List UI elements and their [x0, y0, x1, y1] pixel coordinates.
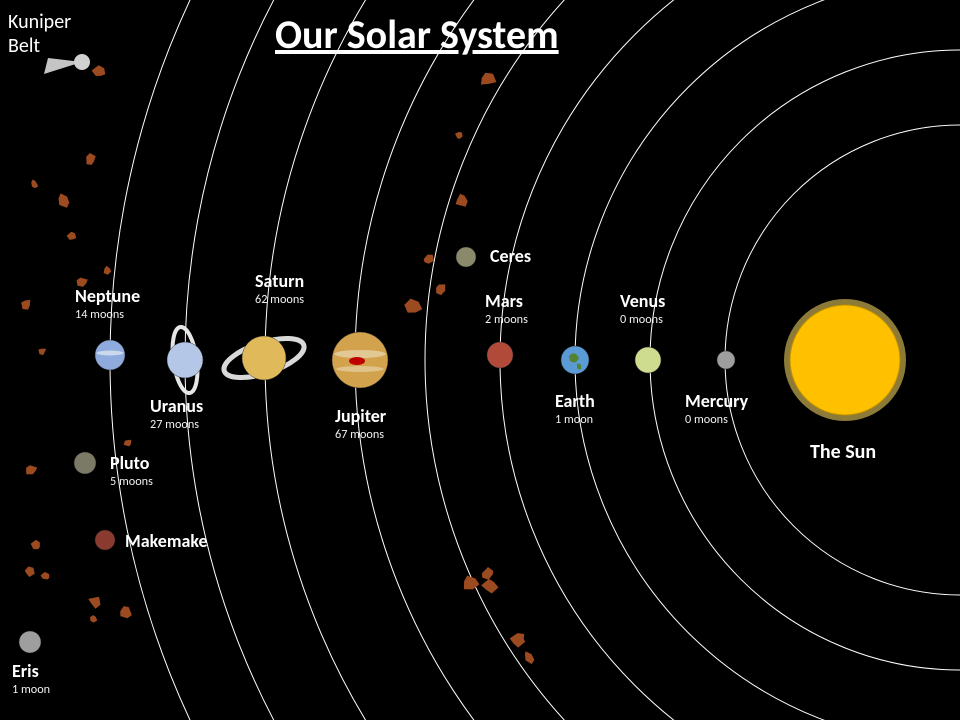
asteroid-icon	[424, 255, 434, 264]
earth-icon	[561, 346, 589, 374]
jupiter-icon	[332, 332, 388, 388]
asteroid-icon	[436, 284, 445, 295]
kuiper-asteroid-icon	[59, 193, 70, 207]
saturn-icon	[219, 330, 308, 385]
pluto-label: Pluto5 moons	[110, 452, 153, 489]
sun-label: The Sun	[810, 440, 876, 464]
kuiper-asteroid-icon	[67, 232, 77, 240]
mars-icon	[487, 342, 513, 368]
earth-label: Earth1 moon	[555, 390, 595, 427]
asteroid-icon	[456, 194, 468, 207]
makemake-label: Makemake	[125, 530, 208, 552]
page-title: Our Solar System	[275, 10, 559, 59]
uranus-label: Uranus27 moons	[150, 395, 203, 432]
asteroid-icon	[464, 576, 480, 590]
asteroid-icon	[525, 651, 534, 664]
kuiper-asteroid-icon	[31, 179, 38, 188]
asteroid-icon	[404, 299, 422, 313]
venus-icon	[635, 347, 661, 373]
kuiper-belt-label: Kuniper Belt	[8, 10, 71, 58]
ceres-label: Ceres	[490, 245, 531, 267]
neptune-icon	[95, 340, 125, 370]
asteroid-icon	[455, 132, 463, 139]
mercury-label: Mercury0 moons	[685, 390, 748, 427]
kuiper-asteroid-icon	[31, 540, 40, 550]
eris-label: Eris1 moon	[12, 660, 50, 697]
neptune-label: Neptune14 moons	[75, 285, 140, 322]
kuiper-asteroid-icon	[124, 440, 132, 447]
venus-label: Venus0 moons	[620, 290, 665, 327]
sun-icon	[784, 299, 906, 421]
kuiper-asteroid-icon	[88, 597, 100, 609]
makemake-icon	[95, 530, 115, 550]
asteroid-icon	[481, 579, 498, 594]
saturn-label: Saturn62 moons	[255, 270, 304, 307]
jupiter-label: Jupiter67 moons	[335, 405, 386, 442]
eris-icon	[19, 631, 41, 653]
asteroid-icon	[481, 73, 497, 85]
kuiper-asteroid-icon	[25, 567, 35, 578]
kuiper-asteroid-icon	[120, 606, 132, 618]
ceres-icon	[456, 247, 476, 267]
kuiper-asteroid-icon	[38, 349, 46, 355]
kuiper-asteroid-icon	[92, 65, 106, 76]
kuiper-asteroid-icon	[41, 572, 50, 580]
kuiper-asteroid-icon	[90, 615, 97, 623]
kuiper-asteroid-icon	[21, 300, 30, 310]
kuiper-asteroid-icon	[26, 465, 37, 474]
asteroid-icon	[482, 567, 493, 580]
pluto-icon	[74, 452, 96, 474]
kuiper-asteroid-icon	[104, 266, 112, 275]
mars-label: Mars2 moons	[485, 290, 528, 327]
mercury-icon	[717, 351, 735, 369]
kuiper-asteroid-icon	[86, 153, 96, 165]
